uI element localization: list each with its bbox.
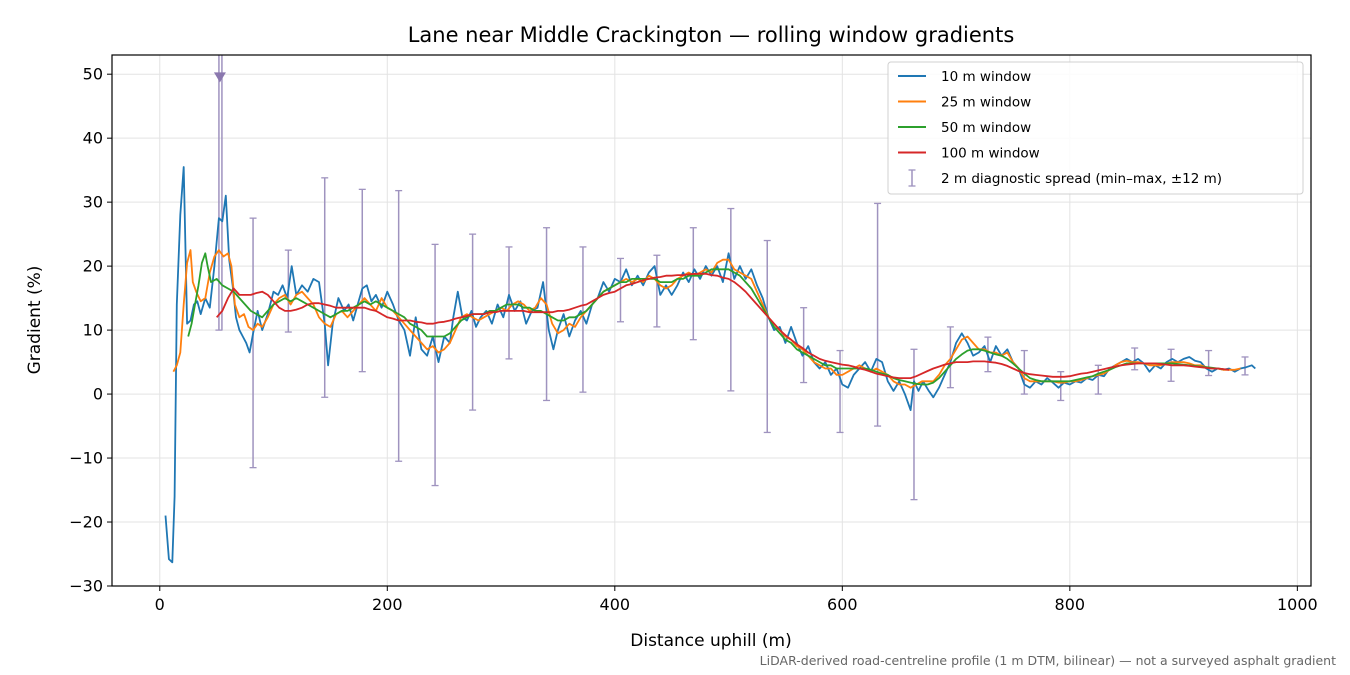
plot-area (164, 55, 1256, 564)
spread-bar (910, 348, 918, 501)
spread-bar (874, 202, 882, 427)
legend: 10 m window 25 m window 50 m window 100 m w… (887, 61, 1304, 195)
series-line-3 (187, 252, 1224, 386)
series-line-4 (216, 272, 1230, 379)
axis-ticks: 0 200 400 600 800 1000 −30 −20 −10 0 10 20 30 40 50 (69, 65, 1317, 614)
spread-bar (800, 307, 808, 384)
spread-bar (469, 233, 477, 411)
y-tick-label: −30 (69, 577, 103, 596)
legend-box (887, 61, 1304, 195)
legend-label: 100 m window (941, 146, 1040, 162)
spread-bar (727, 207, 735, 392)
spread-bar (358, 188, 366, 373)
x-tick-label: 200 (372, 595, 403, 614)
y-tick-label: 0 (93, 385, 103, 404)
y-tick-label: 20 (83, 257, 103, 276)
axes-frame (111, 54, 1312, 587)
y-tick-label: 10 (83, 321, 103, 340)
legend-label: 50 m window (941, 120, 1031, 136)
legend-entry: 100 m window (898, 146, 1040, 162)
footnote: LiDAR-derived road-centreline profile (1… (760, 653, 1336, 668)
legend-entry: 50 m window (898, 120, 1031, 136)
spread-bar (1131, 347, 1139, 371)
spread-bar (213, 55, 226, 331)
spread-bar (616, 257, 624, 323)
spread-bar (321, 177, 329, 398)
clipped-marker (213, 72, 226, 83)
spread-bar (395, 189, 403, 462)
y-tick-label: 50 (83, 65, 103, 84)
spread-bar (653, 254, 661, 328)
y-tick-label: 40 (83, 129, 103, 148)
x-axis-label: Distance uphill (m) (630, 631, 791, 651)
chart-title: Lane near Middle Crackington — rolling w… (408, 23, 1015, 47)
spread-bar (1241, 356, 1249, 376)
y-axis-label: Gradient (%) (25, 266, 45, 375)
x-tick-label: 0 (155, 595, 165, 614)
x-tick-label: 400 (600, 595, 631, 614)
x-tick-label: 600 (827, 595, 858, 614)
spread-bar (579, 246, 587, 393)
legend-label: 25 m window (941, 95, 1031, 111)
legend-entry: 2 m diagnostic spread (min–max, ±12 m) (908, 169, 1222, 187)
spread-bar (763, 239, 771, 434)
legend-entry: 25 m window (898, 95, 1031, 111)
spread-bars (213, 55, 1249, 501)
legend-label: 2 m diagnostic spread (min–max, ±12 m) (941, 171, 1222, 187)
y-tick-label: −10 (69, 449, 103, 468)
x-tick-label: 800 (1055, 595, 1086, 614)
spread-bar (1205, 349, 1213, 377)
series-line-1 (164, 166, 1256, 564)
y-tick-label: 30 (83, 193, 103, 212)
legend-label: 10 m window (941, 69, 1031, 85)
y-tick-label: −20 (69, 513, 103, 532)
spread-bar (431, 243, 439, 487)
x-tick-label: 1000 (1277, 595, 1318, 614)
spread-bar (505, 246, 513, 360)
series-line-2 (172, 249, 1241, 389)
spread-bar (689, 227, 697, 341)
legend-entry: 10 m window (898, 69, 1031, 85)
spread-bar (249, 217, 257, 469)
